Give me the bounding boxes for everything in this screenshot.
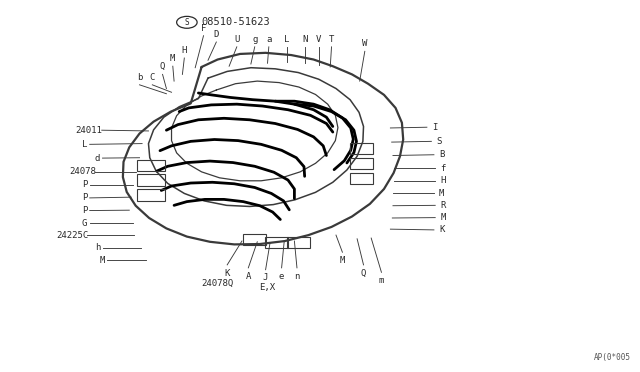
Text: K: K (439, 225, 444, 234)
Bar (137, 160, 165, 171)
Bar (350, 158, 373, 169)
Text: Q: Q (160, 62, 165, 71)
Text: e: e (279, 272, 284, 280)
Text: G: G (82, 219, 87, 228)
Text: E,X: E,X (259, 283, 276, 292)
Text: K: K (225, 269, 230, 278)
Text: 24011: 24011 (76, 126, 102, 135)
Text: I: I (432, 123, 437, 132)
Text: 24225C: 24225C (56, 231, 88, 240)
Text: M: M (170, 54, 175, 63)
Text: 24078: 24078 (69, 167, 96, 176)
Text: Q: Q (361, 269, 366, 278)
Text: a: a (266, 35, 271, 44)
Bar (287, 237, 310, 248)
Text: M: M (440, 213, 445, 222)
Bar (350, 173, 373, 184)
Text: M: M (439, 189, 444, 198)
Text: h: h (95, 243, 100, 252)
Text: D: D (214, 30, 219, 39)
Text: b: b (137, 73, 142, 82)
Text: F: F (201, 24, 206, 33)
Bar (243, 234, 266, 245)
Text: H: H (182, 46, 187, 55)
Text: P: P (82, 206, 87, 215)
Text: P: P (82, 193, 87, 202)
Text: L: L (284, 35, 289, 44)
Bar (265, 237, 288, 248)
Bar (350, 143, 373, 154)
Text: R: R (440, 201, 445, 210)
Text: f: f (440, 164, 445, 173)
Text: d: d (95, 154, 100, 163)
Bar (137, 174, 165, 186)
Text: A: A (246, 272, 251, 280)
Text: g: g (252, 35, 257, 44)
Text: N: N (302, 35, 307, 44)
Text: AP(0*005: AP(0*005 (593, 353, 630, 362)
Text: V: V (316, 35, 321, 44)
Bar (137, 189, 165, 201)
Text: S: S (436, 137, 442, 146)
Text: T: T (329, 35, 334, 44)
Text: 08510-51623: 08510-51623 (201, 17, 269, 27)
Text: B: B (439, 150, 444, 159)
Text: W: W (362, 39, 367, 48)
Text: 24078Q: 24078Q (202, 279, 234, 288)
Text: L: L (82, 140, 87, 149)
Text: M: M (340, 256, 345, 265)
Text: U: U (234, 35, 239, 44)
Text: n: n (294, 272, 300, 280)
Text: S: S (184, 18, 189, 27)
Text: C: C (150, 73, 155, 82)
Text: H: H (440, 176, 445, 185)
Text: M: M (99, 256, 104, 265)
Text: P: P (82, 180, 87, 189)
Text: m: m (379, 276, 384, 285)
Text: J: J (263, 273, 268, 282)
